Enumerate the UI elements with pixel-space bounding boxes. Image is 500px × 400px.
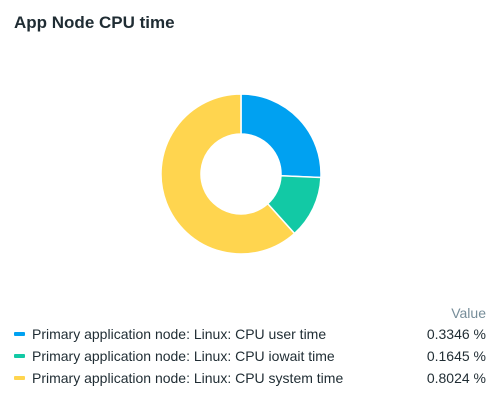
legend-label-user: Primary application node: Linux: CPU use… (32, 326, 327, 342)
donut-chart-area (160, 93, 322, 255)
donut-slice-user[interactable] (240, 93, 322, 179)
donut-chart (160, 93, 322, 255)
legend-value-user: 0.3346 % (426, 326, 486, 342)
widget-title: App Node CPU time (14, 13, 175, 32)
legend-label-iowait: Primary application node: Linux: CPU iow… (32, 348, 335, 364)
legend-item-system[interactable]: Primary application node: Linux: CPU sys… (14, 367, 486, 389)
chart-legend: Value Primary application node: Linux: C… (14, 303, 486, 389)
legend-swatch-system (14, 376, 25, 380)
legend-value-header: Value (451, 305, 486, 321)
legend-value-iowait: 0.1645 % (426, 348, 486, 364)
legend-item-iowait[interactable]: Primary application node: Linux: CPU iow… (14, 345, 486, 367)
donut-slice-system[interactable] (160, 93, 296, 255)
legend-swatch-iowait (14, 354, 25, 358)
legend-value-system: 0.8024 % (426, 370, 486, 386)
legend-item-user[interactable]: Primary application node: Linux: CPU use… (14, 323, 486, 345)
legend-swatch-user (14, 332, 25, 336)
legend-label-system: Primary application node: Linux: CPU sys… (32, 370, 344, 386)
